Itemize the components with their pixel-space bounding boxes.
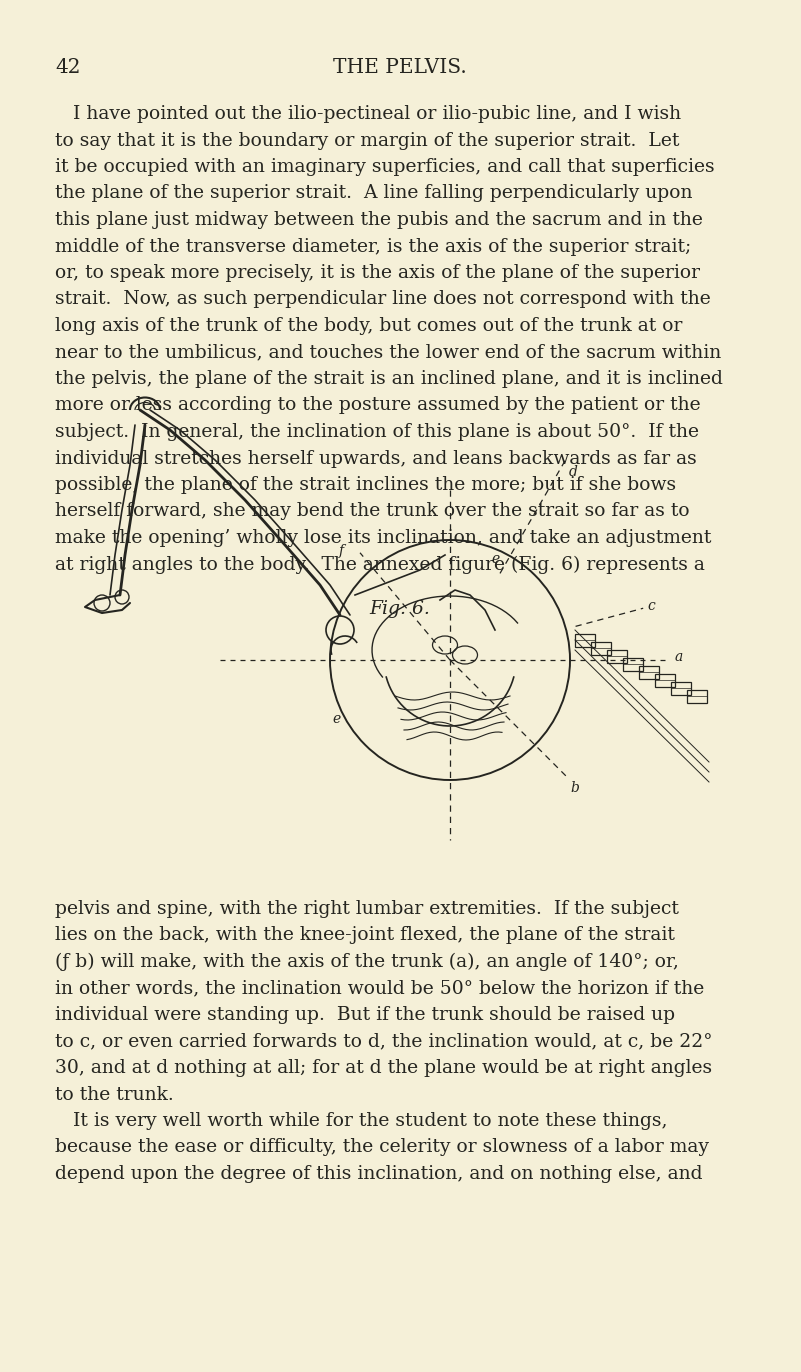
Text: the pelvis, the plane of the strait is an inclined plane, and it is inclined: the pelvis, the plane of the strait is a… — [55, 370, 723, 388]
Text: I have pointed out the ilio-pectineal or ilio-pubic line, and I wish: I have pointed out the ilio-pectineal or… — [55, 106, 681, 123]
Text: make the opening’ wholly lose its inclination, and take an adjustment: make the opening’ wholly lose its inclin… — [55, 530, 711, 547]
Text: Fig. 6.: Fig. 6. — [369, 600, 430, 617]
Text: pelvis and spine, with the right lumbar extremities.  If the subject: pelvis and spine, with the right lumbar … — [55, 900, 679, 918]
Text: more or less according to the posture assumed by the patient or the: more or less according to the posture as… — [55, 397, 701, 414]
Text: subject.  In general, the inclination of this plane is about 50°.  If the: subject. In general, the inclination of … — [55, 423, 699, 440]
Text: strait.  Now, as such perpendicular line does not correspond with the: strait. Now, as such perpendicular line … — [55, 291, 710, 309]
Text: it be occupied with an imaginary superficies, and call that superficies: it be occupied with an imaginary superfi… — [55, 158, 714, 176]
Text: d: d — [569, 465, 578, 479]
Text: It is very well worth while for the student to note these things,: It is very well worth while for the stud… — [55, 1111, 667, 1131]
Text: 30, and at d nothing at all; for at d the plane would be at right angles: 30, and at d nothing at all; for at d th… — [55, 1059, 712, 1077]
Text: individual stretches herself upwards, and leans backwards as far as: individual stretches herself upwards, an… — [55, 450, 697, 468]
Text: (ƒ b) will make, with the axis of the trunk (a), an angle of 140°; or,: (ƒ b) will make, with the axis of the tr… — [55, 954, 679, 971]
Text: in other words, the inclination would be 50° below the horizon if the: in other words, the inclination would be… — [55, 980, 704, 997]
Text: depend upon the degree of this inclination, and on nothing else, and: depend upon the degree of this inclinati… — [55, 1165, 702, 1183]
Text: individual were standing up.  But if the trunk should be raised up: individual were standing up. But if the … — [55, 1006, 675, 1024]
Text: at right angles to the body.  The annexed figure (Fig. 6) represents a: at right angles to the body. The annexed… — [55, 556, 705, 573]
Text: because the ease or difficulty, the celerity or slowness of a labor may: because the ease or difficulty, the cele… — [55, 1139, 709, 1157]
Text: herself forward, she may bend the trunk over the strait so far as to: herself forward, she may bend the trunk … — [55, 502, 690, 520]
Text: possible, the plane of the strait inclines the more; but if she bows: possible, the plane of the strait inclin… — [55, 476, 676, 494]
Text: to c, or even carried forwards to d, the inclination would, at c, be 22°: to c, or even carried forwards to d, the… — [55, 1033, 713, 1051]
Text: to the trunk.: to the trunk. — [55, 1085, 174, 1103]
Text: e: e — [491, 552, 500, 565]
Text: middle of the transverse diameter, is the axis of the superior strait;: middle of the transverse diameter, is th… — [55, 237, 691, 255]
Text: to say that it is the boundary or margin of the superior strait.  Let: to say that it is the boundary or margin… — [55, 132, 679, 150]
Text: long axis of the trunk of the body, but comes out of the trunk at or: long axis of the trunk of the body, but … — [55, 317, 682, 335]
Text: c: c — [647, 600, 655, 613]
Text: f: f — [339, 543, 344, 558]
Text: a: a — [675, 650, 683, 664]
Text: b: b — [570, 781, 580, 794]
Text: the plane of the superior strait.  A line falling perpendicularly upon: the plane of the superior strait. A line… — [55, 184, 693, 203]
Text: or, to speak more precisely, it is the axis of the plane of the superior: or, to speak more precisely, it is the a… — [55, 263, 700, 283]
Text: e: e — [332, 712, 340, 726]
Text: this plane just midway between the pubis and the sacrum and in the: this plane just midway between the pubis… — [55, 211, 702, 229]
Text: 42: 42 — [55, 58, 80, 77]
Text: near to the umbilicus, and touches the lower end of the sacrum within: near to the umbilicus, and touches the l… — [55, 343, 721, 361]
Text: THE PELVIS.: THE PELVIS. — [333, 58, 467, 77]
Text: lies on the back, with the knee-joint flexed, the plane of the strait: lies on the back, with the knee-joint fl… — [55, 926, 675, 944]
